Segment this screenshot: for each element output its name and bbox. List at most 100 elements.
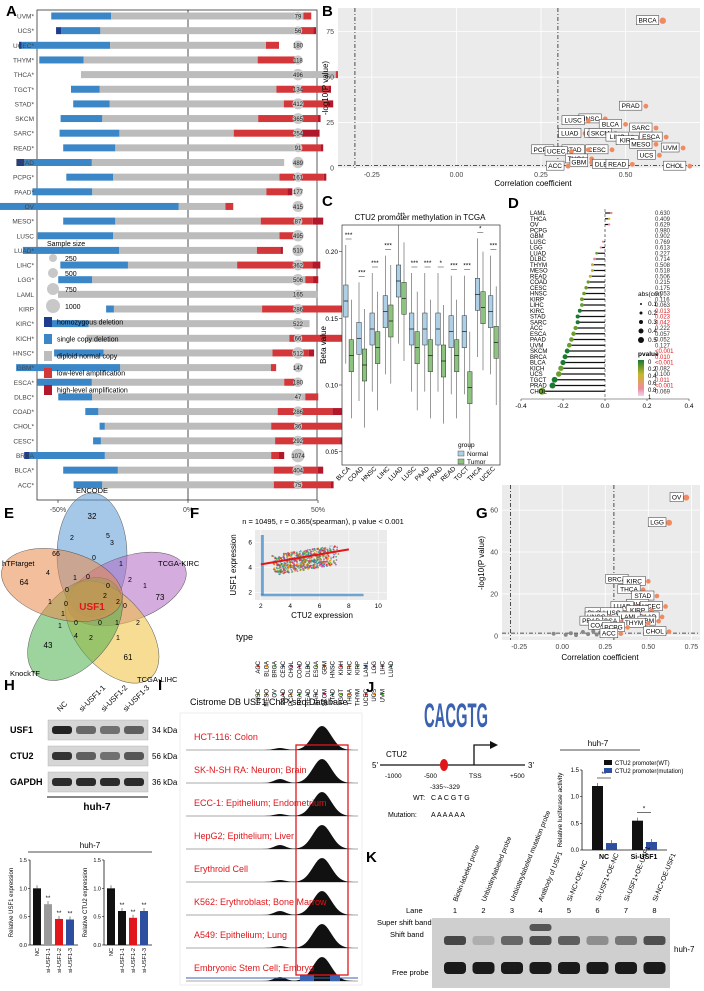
scatter-point: [285, 567, 287, 570]
row-label-shift: Shift band: [390, 930, 424, 939]
scatter-point: [301, 553, 304, 556]
scatter-point: [307, 548, 309, 551]
venn-region-count: 1: [48, 599, 52, 606]
cnv-bar-diploid-left: [113, 173, 188, 181]
point-label: LGG: [650, 520, 664, 527]
luciferase-bar: [592, 786, 603, 850]
lollipop-dot: [556, 371, 562, 377]
venn-label-knocktf: KnockTF: [10, 669, 40, 678]
type-legend-label: UVM: [381, 689, 387, 702]
free-probe-band: [643, 962, 666, 974]
scatter-point: [646, 620, 651, 626]
panel-g-label: G: [476, 505, 488, 522]
cnv-bar-diploid-left: [86, 334, 188, 342]
x-tick-label: NC: [109, 948, 115, 956]
x-tick-label: HNSC: [360, 465, 378, 483]
scatter-point: [328, 563, 331, 565]
cnv-bar-diploid-right: [188, 408, 278, 416]
panel-a-cnv-chart: A UVM* 79 UCS* 56 UCEC* 180 THYM* 118 THCA* 496 TG…: [0, 3, 367, 514]
sample-size-label: 180: [293, 381, 304, 387]
cancer-label: DLBC: [530, 257, 547, 263]
sample-size-label: 36: [295, 425, 302, 431]
sample-size-label: 75: [295, 483, 302, 489]
type-legend-dot: [306, 664, 310, 668]
cnv-bar-diploid-right: [188, 364, 271, 372]
blot-membrane: [47, 745, 149, 767]
y-tick-label: 0.20: [325, 249, 338, 256]
point-label: ESCA: [642, 134, 660, 141]
cnv-bar-diploid-right: [188, 85, 277, 93]
cnv-bar-single-deletion: [106, 305, 114, 313]
cnv-bar-low-amp: [272, 349, 309, 357]
gene-exon: [330, 975, 340, 981]
y-tick-label: 1.0: [571, 795, 580, 801]
venn-region-count: 4: [74, 633, 78, 640]
cancer-label: DLBC*: [14, 394, 34, 401]
sample-size-dot: [293, 422, 303, 431]
scatter-point: [332, 548, 335, 551]
size-legend-label: 1000: [65, 304, 81, 311]
emsa-lane-number: 6: [595, 906, 599, 915]
cnv-bar-low-amp: [283, 100, 329, 108]
scatter-point: [303, 551, 306, 554]
emsa-lane-headers: Biotin-labeled probe 1 Unbiotinylabeled pr…: [452, 810, 677, 915]
h-bar-charts: 0.0 0.5 1.0 1.5 NC ** si-USF1-1 ** si-USF1-2 ** si…: [9, 858, 152, 973]
cnv-bar-diploid-left: [119, 129, 188, 137]
venn-region-count: 43: [44, 641, 53, 650]
lollipop-dot: [608, 217, 611, 220]
color-legend-bar: [638, 360, 644, 396]
lollipop-dot: [560, 359, 566, 366]
scatter-point: [317, 547, 319, 550]
sample-size-dot: [293, 172, 303, 182]
emsa-cell-line: huh-7: [674, 945, 695, 954]
sample-size-dot: [291, 448, 305, 463]
sample-size-dot: [292, 230, 304, 242]
type-legend-dot: [281, 664, 285, 668]
scatter-point: [309, 560, 312, 562]
nonsig-point: [574, 633, 579, 638]
expression-bar: [129, 917, 137, 945]
panel-i-chipseq: I Cistrome DB USF1 ChIP-seq Database HCT…: [158, 677, 363, 986]
blot-rows: USF1 34 kDa CTU2 56 kDa GAPDH 36 kDa: [10, 719, 178, 793]
shift-band: [472, 936, 495, 945]
sample-size-label: 510: [293, 249, 304, 255]
scatter-point: [659, 17, 666, 24]
cnv-bar-single-deletion: [54, 349, 104, 357]
scatter-point: [291, 561, 294, 564]
cnv-bar-diploid-right: [188, 452, 272, 459]
scatter-point: [663, 604, 668, 609]
cancer-label: THYM*: [13, 57, 34, 64]
venn-label-htftarget: hTFtarget: [2, 559, 35, 568]
point-label: LUAD: [613, 603, 631, 610]
cancer-label: PAAD: [530, 338, 547, 344]
scatter-point: [285, 553, 288, 555]
cancer-label: LUSC: [17, 233, 35, 240]
type-legend-dot: [256, 664, 260, 668]
sample-size-label: 292: [293, 439, 304, 445]
scatter-point: [654, 593, 660, 599]
pvalue-label: 0.215: [655, 280, 671, 286]
cancer-label: SKCM: [15, 116, 34, 123]
emsa-lane-number: 7: [624, 906, 628, 915]
type-legend-label: ESCA: [314, 661, 320, 677]
cnv-bar-low-amp: [260, 217, 313, 225]
sample-size-label: 415: [293, 205, 304, 211]
size-legend-title: abs(cor): [638, 291, 662, 298]
chip-signal: [186, 759, 358, 783]
sample-size-label: 362: [293, 263, 304, 269]
cnv-bar-high-amp: [308, 349, 315, 357]
cnv-bar-high-amp: [313, 276, 319, 284]
type-legend-dot: [372, 664, 376, 668]
sig-stars: ***: [490, 243, 498, 250]
cnv-bar-diploid-left: [91, 378, 188, 386]
motif-text: CACGTG: [424, 697, 488, 735]
scatter-point: [305, 566, 308, 569]
panel-c-legend: group Normal Tumor: [457, 442, 489, 466]
mutation-sequence: A A A A A A: [431, 812, 465, 819]
blot-band: [52, 778, 72, 786]
y-tick-label: 20: [490, 591, 498, 598]
blot-band: [52, 726, 72, 734]
panel-f-legend-title: type: [236, 632, 253, 642]
chip-signal: [186, 726, 358, 750]
cancer-label: UCS*: [18, 28, 35, 35]
